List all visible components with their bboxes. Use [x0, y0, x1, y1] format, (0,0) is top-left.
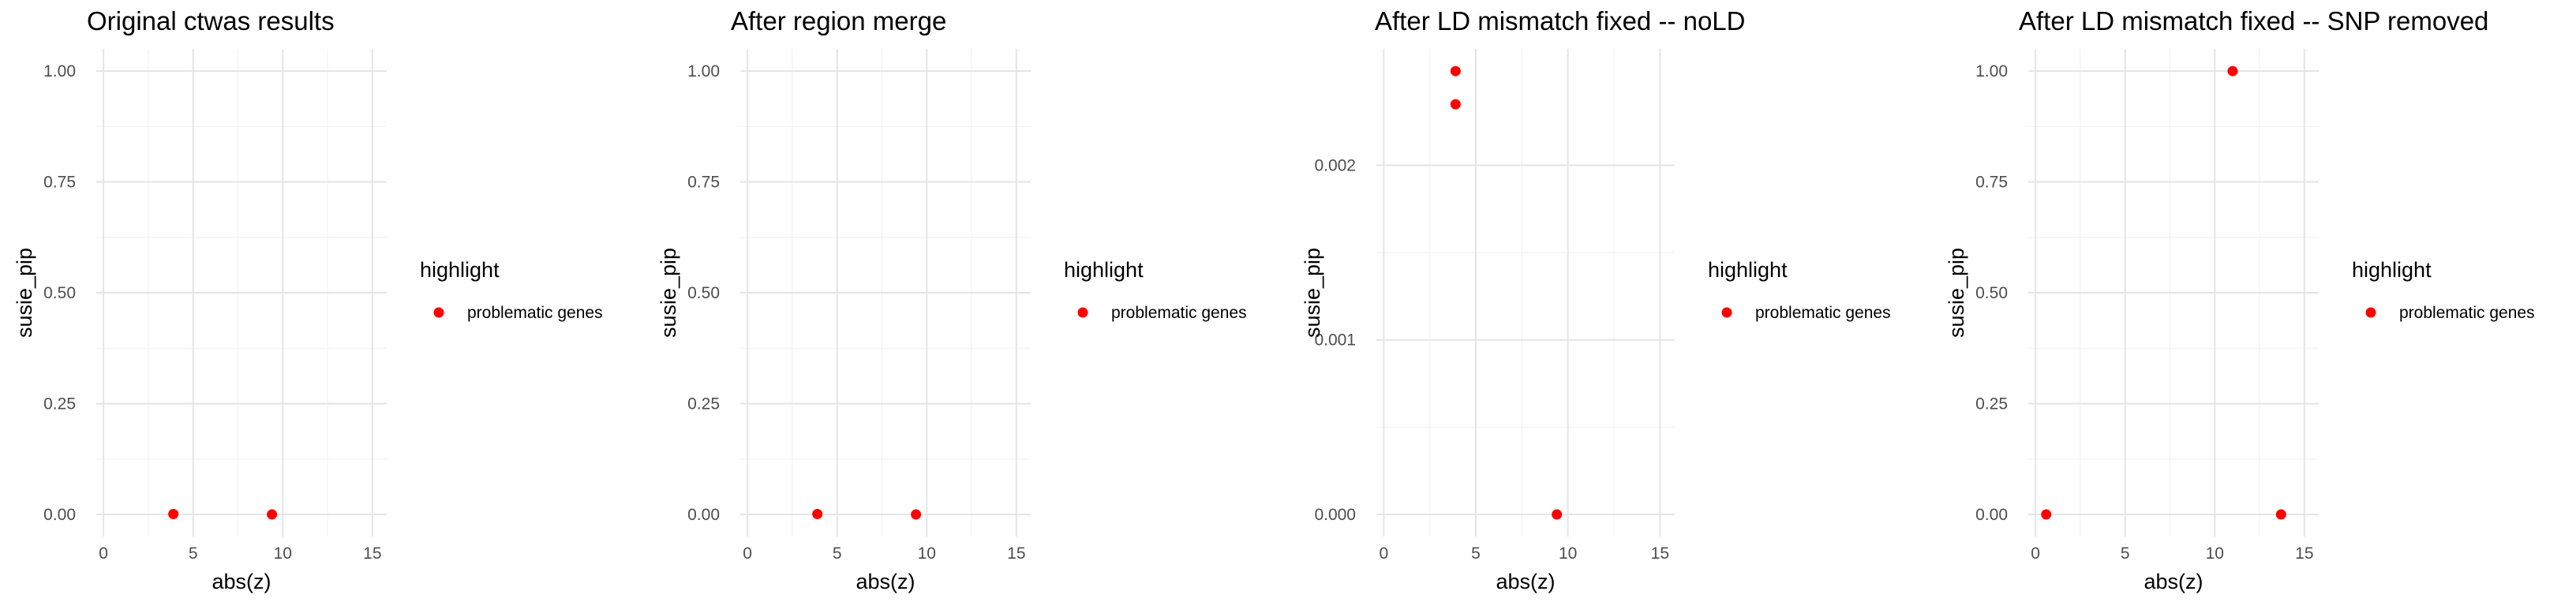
y-tick-label: 1.00 — [687, 62, 720, 80]
x-axis-label: abs(z) — [212, 570, 271, 593]
x-tick-label: 10 — [918, 545, 936, 563]
legend-title: highlight — [420, 258, 500, 282]
data-point — [812, 508, 823, 519]
y-tick-label: 0.75 — [43, 174, 76, 192]
legend-title: highlight — [2352, 258, 2432, 282]
data-points — [1450, 65, 1563, 520]
data-point — [1450, 99, 1461, 110]
legend-title: highlight — [1708, 258, 1788, 282]
y-tick-label: 0.25 — [43, 395, 76, 413]
y-tick-label: 0.00 — [43, 506, 76, 524]
x-tick-label: 10 — [2206, 545, 2224, 563]
chart-panel-1: 0 5 10 15 0.00 0.25 0.50 0.75 1.00 Original ctwas… — [13, 6, 603, 593]
y-tick-label: 0.000 — [1314, 506, 1356, 524]
data-point — [267, 509, 278, 520]
x-tick-label: 0 — [743, 545, 752, 563]
y-axis-label: susie_pip — [13, 248, 36, 338]
legend: highlight problematic genes — [420, 258, 603, 322]
x-tick-label: 15 — [2295, 545, 2313, 563]
x-tick-label: 5 — [2121, 545, 2130, 563]
legend-item-label: problematic genes — [467, 304, 603, 322]
data-points — [2041, 65, 2286, 520]
data-point — [1450, 65, 1461, 77]
x-axis-label: abs(z) — [856, 570, 915, 593]
legend-key — [2365, 307, 2376, 318]
data-point — [911, 509, 922, 520]
y-tick-label: 0.00 — [687, 506, 720, 524]
data-point — [2227, 65, 2238, 77]
y-tick-label: 0.50 — [1975, 284, 2008, 302]
chart-title: Original ctwas results — [87, 6, 335, 36]
data-point — [168, 508, 179, 519]
y-tick-label: 0.50 — [43, 284, 76, 302]
legend-key — [1721, 307, 1732, 318]
data-points — [168, 508, 278, 520]
x-tick-label: 5 — [189, 545, 198, 563]
major-gridlines — [2028, 49, 2319, 537]
x-tick-label: 5 — [1471, 545, 1481, 563]
chart-panel-4: 0 5 10 15 0.00 0.25 0.50 0.75 1.00 After LD misma… — [1945, 6, 2535, 593]
y-axis-label: susie_pip — [657, 248, 680, 338]
y-tick-label: 0.50 — [687, 284, 720, 302]
x-tick-label: 15 — [363, 545, 381, 563]
y-tick-label: 0.25 — [1975, 395, 2008, 413]
legend-item-label: problematic genes — [1111, 304, 1247, 322]
x-tick-label: 0 — [99, 545, 108, 563]
minor-gridlines — [1376, 49, 1675, 537]
data-points — [812, 508, 922, 520]
x-axis-label: abs(z) — [2144, 570, 2203, 593]
legend-key — [1077, 307, 1088, 318]
chart-panel-2: 0 5 10 15 0.00 0.25 0.50 0.75 1.00 After region m… — [657, 6, 1247, 593]
data-point — [2275, 509, 2286, 520]
legend-item-label: problematic genes — [1755, 304, 1891, 322]
legend-title: highlight — [1064, 258, 1144, 282]
x-tick-label: 15 — [1007, 545, 1025, 563]
y-tick-label: 0.001 — [1314, 331, 1356, 350]
legend: highlight problematic genes — [1064, 258, 1247, 322]
legend-key — [433, 307, 444, 318]
data-point — [2041, 509, 2052, 520]
major-gridlines — [740, 49, 1031, 537]
x-tick-label: 0 — [1379, 545, 1388, 563]
major-gridlines — [1376, 49, 1675, 537]
y-axis-label: susie_pip — [1945, 248, 1968, 338]
y-tick-label: 0.00 — [1975, 506, 2008, 524]
y-tick-label: 0.002 — [1314, 157, 1356, 175]
legend: highlight problematic genes — [2352, 258, 2535, 322]
x-tick-label: 10 — [274, 545, 292, 563]
legend-item-label: problematic genes — [2399, 304, 2535, 322]
chart-panel-3: 0 5 10 15 0.000 0.001 0.002 After LD mismatch f… — [1301, 6, 1891, 593]
y-tick-label: 0.75 — [687, 174, 720, 192]
x-tick-label: 0 — [2031, 545, 2040, 563]
y-tick-label: 1.00 — [1975, 62, 2008, 80]
x-tick-label: 5 — [833, 545, 842, 563]
major-gridlines — [96, 49, 387, 537]
x-tick-label: 15 — [1651, 545, 1669, 563]
x-tick-label: 10 — [1559, 545, 1577, 563]
y-tick-label: 0.25 — [687, 395, 720, 413]
chart-title: After LD mismatch fixed -- noLD — [1375, 6, 1745, 36]
data-point — [1552, 509, 1563, 520]
chart-title: After region merge — [731, 6, 946, 36]
chart-title: After LD mismatch fixed -- SNP removed — [2019, 6, 2488, 36]
y-tick-label: 0.75 — [1975, 174, 2008, 192]
y-tick-label: 1.00 — [43, 62, 76, 80]
x-axis-label: abs(z) — [1496, 570, 1555, 593]
y-axis-label: susie_pip — [1301, 248, 1324, 338]
legend: highlight problematic genes — [1708, 258, 1891, 322]
